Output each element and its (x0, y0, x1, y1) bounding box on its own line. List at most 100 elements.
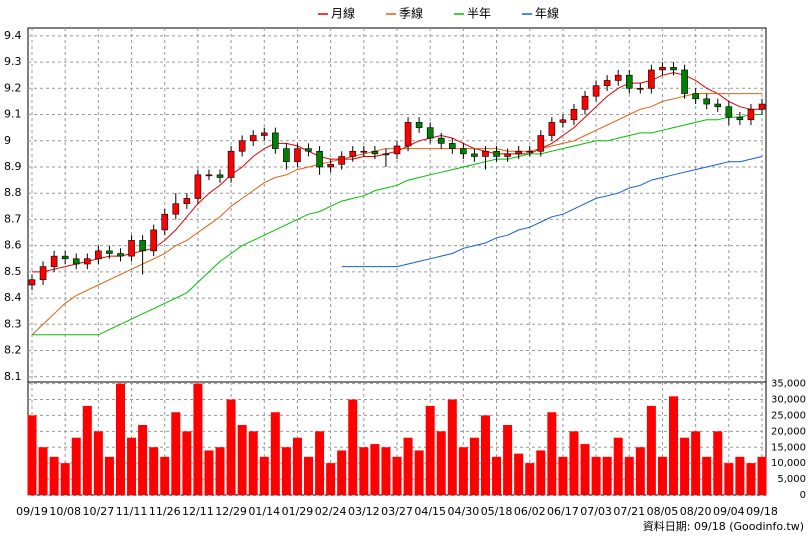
candle-body (659, 67, 666, 71)
candle-body (559, 119, 567, 123)
volume-bar (149, 447, 159, 495)
volume-tick-label: 15,000 (771, 442, 806, 453)
candle-body (625, 74, 633, 89)
x-tick-label: 05/18 (481, 505, 513, 518)
x-tick-label: 12/29 (215, 505, 247, 518)
volume-bar (315, 431, 325, 495)
x-tick-label: 11/26 (149, 505, 181, 518)
candle-body (227, 150, 235, 178)
volume-bar (713, 431, 723, 495)
volume-bar (237, 424, 247, 495)
candle-body (72, 258, 80, 265)
volume-bar (304, 456, 314, 495)
volume-bar (160, 456, 170, 495)
candle-body (260, 132, 268, 136)
volume-tick-label: 20,000 (771, 426, 806, 437)
candle-body (471, 153, 478, 157)
candle-body (526, 150, 534, 153)
candle-body (415, 122, 423, 128)
candle-body (84, 258, 91, 265)
candle-body (305, 148, 312, 152)
volume-bar (381, 447, 391, 495)
x-tick-label: 01/14 (248, 505, 280, 518)
volume-bar (82, 405, 92, 495)
candle-body (592, 85, 600, 97)
volume-bar (447, 399, 457, 495)
x-tick-label: 09/19 (16, 505, 48, 518)
volume-bar (71, 437, 81, 495)
candle-body (161, 213, 169, 231)
volume-bar (270, 412, 280, 495)
volume-bar (93, 431, 103, 495)
volume-bar (127, 437, 137, 495)
y-tick-label: 8.5 (4, 265, 22, 278)
y-tick-label: 8.4 (4, 291, 22, 304)
volume-bar (436, 431, 446, 495)
volume-bar (657, 456, 667, 495)
volume-bar (480, 415, 490, 495)
candle-body (360, 150, 368, 153)
volume-bar (370, 444, 380, 495)
candle-body (493, 150, 500, 157)
candle-body (681, 69, 688, 94)
volume-bar (635, 447, 645, 495)
x-tick-label: 07/21 (613, 505, 645, 518)
x-tick-label: 12/11 (182, 505, 214, 518)
volume-bar (602, 456, 612, 495)
legend-label: 季線 (399, 6, 423, 21)
volume-bar (337, 450, 347, 495)
candle-body (216, 174, 224, 178)
volume-bar (49, 456, 59, 495)
volume-tick-label: 35,000 (771, 379, 806, 390)
x-tick-label: 03/12 (348, 505, 380, 518)
y-tick-label: 9.1 (4, 108, 22, 121)
candle-body (758, 103, 766, 110)
y-tick-label: 8.1 (4, 370, 22, 383)
x-tick-label: 07/03 (580, 505, 612, 518)
volume-bar (735, 456, 745, 495)
volume-bar (680, 437, 690, 495)
volume-bar (613, 437, 623, 495)
candle-body (194, 174, 202, 199)
legend-label: 半年 (467, 7, 491, 21)
volume-tick-label: 5,000 (777, 474, 806, 485)
volume-bar (292, 437, 302, 495)
x-tick-label: 06/17 (547, 505, 579, 518)
x-tick-label: 04/30 (448, 505, 480, 518)
legend-label: 年線 (535, 6, 559, 21)
volume-bar (558, 456, 568, 495)
candle-body (183, 198, 191, 204)
x-tick-label: 09/04 (713, 505, 745, 518)
candle-body (504, 153, 511, 157)
volume-bar (591, 456, 601, 495)
volume-bar (182, 431, 192, 495)
volume-bar (104, 456, 114, 495)
candle-body (670, 67, 677, 71)
candle-body (117, 253, 124, 257)
volume-bar (226, 399, 236, 495)
candle-body (692, 93, 699, 100)
volume-bar (646, 405, 656, 495)
volume-bar (326, 463, 336, 495)
x-tick-label: 02/24 (315, 505, 347, 518)
x-tick-label: 10/08 (49, 505, 81, 518)
ma-line (341, 156, 763, 268)
volume-bar (503, 424, 513, 495)
candle-body (28, 279, 36, 286)
volume-bar (115, 383, 125, 495)
x-tick-label: 03/27 (381, 505, 413, 518)
volume-bar (746, 463, 756, 495)
y-tick-label: 8.6 (4, 239, 22, 252)
candle-body (294, 148, 301, 163)
candle-body (548, 122, 556, 136)
volume-bar (248, 431, 258, 495)
volume-bar (392, 456, 402, 495)
candle-body (515, 150, 522, 155)
candle-body (648, 69, 655, 89)
volume-bar (414, 450, 424, 495)
volume-bar (724, 463, 734, 495)
y-tick-label: 9 (4, 134, 11, 147)
volume-bar (425, 405, 435, 495)
volume-bar (492, 456, 502, 495)
volume-bar (458, 447, 468, 495)
